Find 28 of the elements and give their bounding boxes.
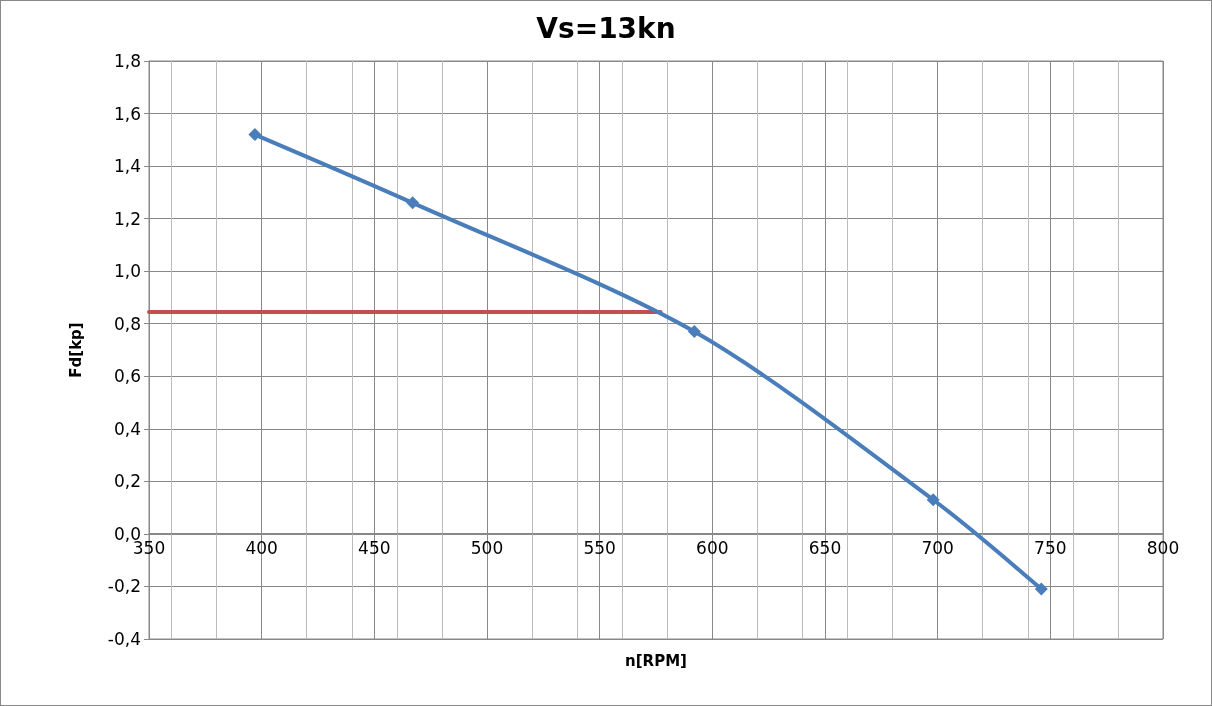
y-tick-label: -0,4 (107, 629, 141, 649)
y-tick-label: 1,6 (113, 103, 141, 124)
y-tick-label: 1,4 (113, 156, 141, 177)
x-tick-label: 700 (921, 538, 954, 559)
x-tick-label: 450 (358, 538, 391, 559)
x-tick-label: 500 (470, 538, 504, 559)
y-tick-label: 0,6 (113, 366, 141, 387)
point (406, 196, 420, 210)
point (926, 493, 940, 507)
y-axis-title: Fd[kp] (66, 322, 85, 378)
x-tick-label: 750 (1034, 538, 1067, 559)
y-tick-label: 1,8 (113, 51, 141, 71)
x-tick-label: 650 (808, 538, 842, 559)
point (687, 325, 701, 339)
point (248, 128, 262, 142)
point (1034, 582, 1048, 596)
y-tick-label: 1,2 (113, 208, 141, 229)
x-tick-label: 550 (583, 538, 616, 559)
y-tick-label: 1,0 (113, 261, 141, 282)
x-tick-label: 800 (1146, 538, 1180, 559)
x-tick-label: 600 (696, 538, 729, 559)
chart-title: Vs=13kn (536, 11, 676, 45)
x-axis-title: n[RPM] (625, 652, 687, 670)
y-tick-label: -0,2 (107, 576, 141, 597)
x-tick-label: 400 (245, 538, 278, 559)
y-tick-label: 0,2 (113, 471, 141, 492)
y-tick-label: 0,8 (113, 313, 141, 334)
y-tick-label: 0,4 (113, 418, 141, 439)
